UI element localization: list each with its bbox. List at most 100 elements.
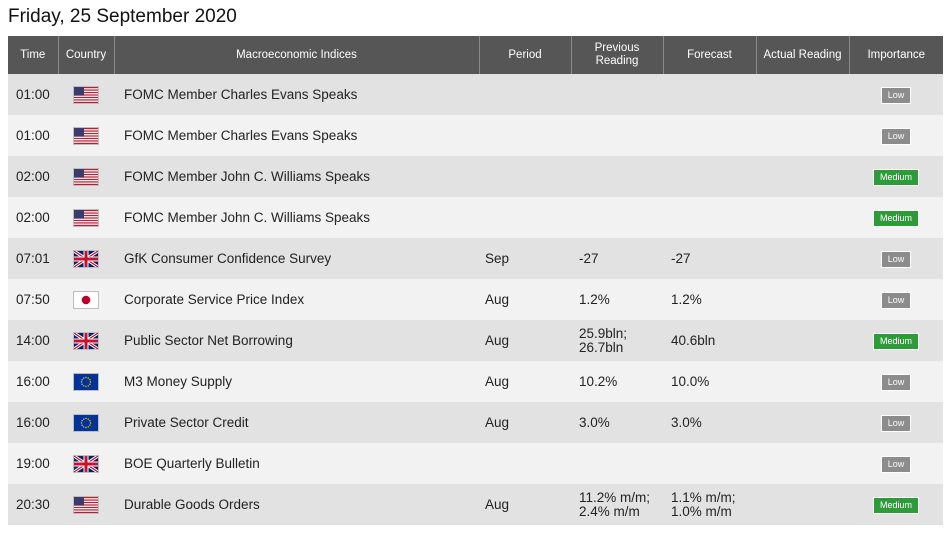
time-cell: 16:00 — [8, 402, 58, 443]
header-indices: Macroeconomic Indices — [113, 36, 479, 74]
us-flag-icon — [74, 496, 98, 513]
indicator-cell: Public Sector Net Borrowing — [114, 320, 479, 361]
actual-cell — [756, 74, 849, 115]
header-time: Time — [8, 36, 58, 74]
previous-cell: 25.9bln; 26.7bln — [571, 320, 663, 361]
time-cell: 01:00 — [8, 74, 58, 115]
importance-badge: Low — [880, 373, 912, 391]
importance-badge: Medium — [872, 496, 919, 514]
table-row: 16:00 M3 Money Supply Aug 10.2% 10.0% Low — [8, 361, 943, 402]
forecast-cell — [663, 74, 756, 115]
table-row: 14:00 Public Sector Net Borrowing Aug 25.9… — [8, 320, 943, 361]
forecast-cell: 40.6bln — [663, 320, 756, 361]
forecast-value: 10.0% — [671, 373, 710, 389]
importance-badge: Low — [880, 250, 912, 268]
indicator-cell: M3 Money Supply — [114, 361, 479, 402]
previous-value: 1.2% — [579, 291, 610, 307]
forecast-value: 1.1% m/m; — [671, 489, 736, 505]
forecast-value: 40.6bln — [671, 332, 716, 348]
indicator-name: FOMC Member Charles Evans Speaks — [124, 87, 358, 102]
time-cell: 16:00 — [8, 361, 58, 402]
jp-flag-icon — [74, 291, 98, 308]
table-header-row: Time Country Macroeconomic Indices Perio… — [8, 36, 943, 74]
previous-value: 10.2% — [579, 373, 618, 389]
importance-cell: Low — [849, 402, 943, 443]
previous-cell: 1.2% — [571, 279, 663, 320]
event-time: 20:30 — [16, 497, 50, 512]
time-cell: 01:00 — [8, 115, 58, 156]
period-value: Sep — [485, 251, 510, 266]
country-cell — [58, 402, 114, 443]
importance-cell: Medium — [849, 320, 943, 361]
table-row: 16:00 Private Sector Credit Aug 3.0% 3.0% Lo… — [8, 402, 943, 443]
indicator-name: M3 Money Supply — [124, 374, 233, 389]
importance-cell: Low — [849, 279, 943, 320]
previous-cell — [571, 443, 663, 484]
actual-cell — [756, 320, 849, 361]
forecast-cell — [663, 443, 756, 484]
importance-cell: Medium — [849, 156, 943, 197]
previous-value: 25.9bln; — [579, 325, 628, 341]
period-cell — [479, 156, 571, 197]
indicator-name: Corporate Service Price Index — [124, 292, 305, 307]
economic-calendar-table: Time Country Macroeconomic Indices Perio… — [8, 36, 943, 525]
previous-cell — [571, 74, 663, 115]
previous-cell: -27 — [571, 238, 663, 279]
period-cell: Aug — [479, 361, 571, 402]
actual-cell — [756, 115, 849, 156]
us-flag-icon — [74, 209, 98, 226]
indicator-name: FOMC Member John C. Williams Speaks — [124, 210, 371, 225]
actual-cell — [756, 238, 849, 279]
table-row: 07:50 Corporate Service Price Index Aug 1.… — [8, 279, 943, 320]
table-row: 02:00 FOMC Member John C. Williams Speak… — [8, 156, 943, 197]
forecast-cell: 3.0% — [663, 402, 756, 443]
previous-cell: 3.0% — [571, 402, 663, 443]
previous-value: 26.7bln — [579, 339, 624, 355]
event-time: 02:00 — [16, 210, 50, 225]
actual-cell — [756, 361, 849, 402]
actual-cell — [756, 484, 849, 525]
previous-cell — [571, 197, 663, 238]
header-forecast: Forecast — [662, 36, 756, 74]
event-time: 16:00 — [16, 415, 50, 430]
event-time: 01:00 — [16, 87, 50, 102]
previous-value: -27 — [579, 250, 599, 266]
actual-cell — [756, 279, 849, 320]
forecast-value: -27 — [671, 250, 691, 266]
header-importance: Importance — [848, 36, 943, 74]
forecast-value: 1.2% — [671, 291, 702, 307]
importance-badge: Low — [880, 86, 912, 104]
actual-cell — [756, 443, 849, 484]
previous-cell — [571, 156, 663, 197]
time-cell: 14:00 — [8, 320, 58, 361]
period-cell: Sep — [479, 238, 571, 279]
country-cell — [58, 156, 114, 197]
indicator-cell: Private Sector Credit — [114, 402, 479, 443]
time-cell: 02:00 — [8, 156, 58, 197]
time-cell: 20:30 — [8, 484, 58, 525]
header-previous: Previous Reading — [570, 36, 663, 74]
header-previous-line1: Previous — [594, 42, 640, 54]
header-period: Period — [478, 36, 571, 74]
importance-badge: Medium — [872, 332, 919, 350]
country-cell — [58, 279, 114, 320]
header-actual: Actual Reading — [755, 36, 849, 74]
event-time: 02:00 — [16, 169, 50, 184]
period-cell: Aug — [479, 279, 571, 320]
header-previous-line2: Reading — [595, 55, 639, 67]
importance-cell: Low — [849, 238, 943, 279]
forecast-value: 3.0% — [671, 414, 702, 430]
period-cell: Aug — [479, 484, 571, 525]
event-time: 14:00 — [16, 333, 50, 348]
period-cell: Aug — [479, 402, 571, 443]
importance-badge: Low — [880, 127, 912, 145]
eu-flag-icon — [74, 414, 98, 431]
forecast-cell — [663, 115, 756, 156]
event-time: 19:00 — [16, 456, 50, 471]
time-cell: 07:50 — [8, 279, 58, 320]
header-country: Country — [57, 36, 114, 74]
indicator-name: GfK Consumer Confidence Survey — [124, 251, 332, 266]
forecast-cell: -27 — [663, 238, 756, 279]
period-cell: Aug — [479, 320, 571, 361]
country-cell — [58, 115, 114, 156]
